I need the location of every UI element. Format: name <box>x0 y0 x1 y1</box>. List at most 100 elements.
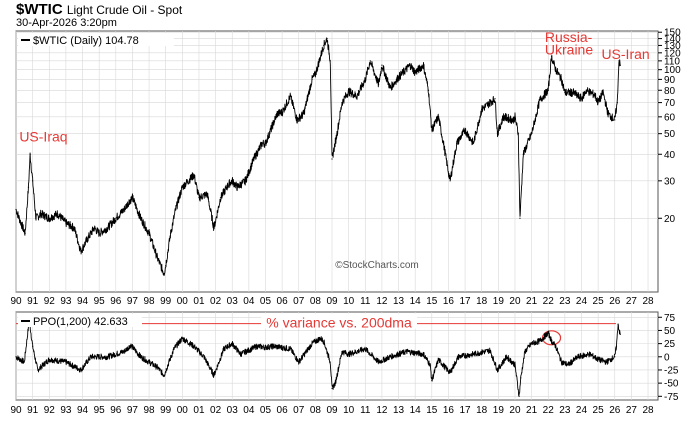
price-data-point <box>329 60 331 62</box>
ppo-x-tick-label: 11 <box>360 405 371 416</box>
ppo-data-point <box>472 353 474 355</box>
price-x-tick-label: 25 <box>593 296 605 307</box>
price-x-tick-label: 94 <box>77 296 89 307</box>
ppo-data-point <box>444 366 446 368</box>
ppo-data-point <box>15 356 17 358</box>
chart-title: $WTIC Light Crude Oil - Spot <box>16 1 182 18</box>
price-data-point <box>219 197 222 199</box>
price-data-point <box>494 98 496 100</box>
ppo-x-tick-label: 97 <box>127 405 139 416</box>
event-annotation: US-Iraq <box>19 128 67 144</box>
ppo-data-point <box>181 337 183 339</box>
ppo-x-tick-label: 93 <box>60 405 72 416</box>
ppo-data-point <box>567 364 569 366</box>
chart-date: 30-Apr-2026 3:20pm <box>16 17 117 29</box>
ppo-reference-label-bg <box>261 313 417 329</box>
ppo-data-point <box>514 364 516 366</box>
ppo-data-point <box>524 350 526 353</box>
price-x-tick-label: 96 <box>110 296 122 307</box>
price-x-tick-label: 05 <box>260 296 272 307</box>
price-data-point <box>564 92 566 94</box>
price-data-point <box>602 92 604 94</box>
ppo-data-point <box>256 345 258 347</box>
ppo-data-point <box>37 369 39 371</box>
price-data-point <box>326 37 328 40</box>
price-data-point <box>264 142 267 144</box>
price-data-point <box>48 217 50 219</box>
ppo-data-point <box>319 337 321 339</box>
ppo-x-tick-label: 13 <box>393 405 405 416</box>
price-x-tick-label: 27 <box>626 296 638 307</box>
price-data-point <box>20 222 22 224</box>
price-y-tick-label: 60 <box>664 112 676 123</box>
ppo-x-tick-label: 20 <box>509 405 521 416</box>
ppo-data-point <box>449 371 451 374</box>
price-data-point <box>547 89 549 91</box>
price-x-tick-label: 97 <box>127 296 139 307</box>
price-data-point <box>616 101 618 104</box>
ppo-data-point <box>231 343 233 345</box>
price-data-point <box>336 133 338 135</box>
ppo-data-point <box>193 345 195 347</box>
price-data-point <box>98 232 100 234</box>
price-y-tick-label: 110 <box>664 56 680 67</box>
price-x-tick-label: 04 <box>243 296 255 307</box>
price-data-point <box>572 92 574 94</box>
price-data-point <box>206 193 208 195</box>
ppo-data-point <box>547 332 549 334</box>
ppo-x-tick-label: 03 <box>227 405 239 416</box>
ppo-data-point <box>619 332 621 334</box>
ppo-series-line <box>15 318 621 397</box>
price-data-point <box>56 213 59 215</box>
price-data-point <box>115 217 117 219</box>
price-x-tick-label: 20 <box>509 296 521 307</box>
ppo-data-point <box>406 350 408 353</box>
ppo-data-point <box>203 356 205 358</box>
price-data-point <box>397 76 400 78</box>
price-data-point <box>213 227 215 229</box>
ppo-data-point <box>323 340 325 342</box>
ppo-data-point <box>298 361 300 363</box>
price-data-point <box>377 84 380 86</box>
price-data-point <box>614 119 616 121</box>
ppo-legend-label: PPO(1,200) 42.633 <box>33 316 128 328</box>
price-data-point <box>86 238 89 240</box>
price-data-point <box>512 119 514 121</box>
ppo-data-point <box>560 361 563 363</box>
ppo-data-point <box>213 374 215 376</box>
event-annotation: Russia- <box>545 29 593 45</box>
price-data-point <box>431 129 433 131</box>
ppo-y-tick-label: 50 <box>664 326 676 337</box>
price-y-tick-label: 30 <box>664 176 676 187</box>
ppo-y-tick-label: 0 <box>664 352 670 363</box>
ppo-x-tick-label: 26 <box>609 405 621 416</box>
ppo-x-tick-label: 24 <box>576 405 588 416</box>
ppo-data-point <box>329 361 331 363</box>
price-data-point <box>40 213 42 215</box>
price-data-point <box>449 180 451 182</box>
ppo-x-tick-label: 94 <box>77 405 89 416</box>
price-data-point <box>228 183 230 185</box>
price-data-point <box>447 171 450 173</box>
price-x-tick-label: 09 <box>326 296 338 307</box>
price-data-point <box>276 113 278 115</box>
price-y-tick-label: 50 <box>664 129 676 140</box>
price-data-point <box>314 73 316 75</box>
price-data-point <box>514 116 516 118</box>
ppo-y-tick-label: 25 <box>664 339 676 350</box>
ppo-y-tick-label: -25 <box>664 365 679 376</box>
price-x-tick-label: 99 <box>160 296 172 307</box>
price-series-line <box>15 37 621 277</box>
ppo-x-tick-label: 92 <box>44 405 56 416</box>
price-x-tick-label: 23 <box>559 296 571 307</box>
price-x-tick-label: 00 <box>177 296 189 307</box>
price-data-point <box>442 142 445 144</box>
price-data-point <box>502 116 504 118</box>
price-x-tick-label: 13 <box>393 296 405 307</box>
price-x-tick-label: 14 <box>410 296 422 307</box>
ppo-legend-bg <box>18 314 142 327</box>
ppo-data-point <box>555 345 557 347</box>
ppo-x-tick-label: 02 <box>210 405 222 416</box>
ppo-x-tick-label: 95 <box>94 405 106 416</box>
price-legend-bg <box>18 33 174 46</box>
